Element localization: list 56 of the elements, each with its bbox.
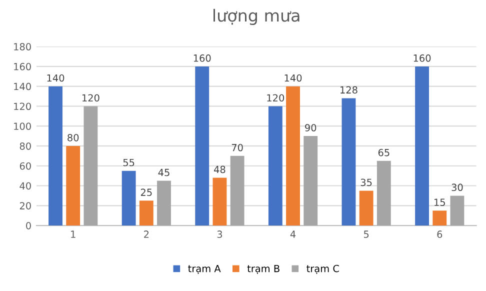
bar [376,160,391,226]
bar [415,66,429,226]
bar [84,106,98,226]
y-tick-label: 40 [20,182,31,190]
legend-label: trạm A [188,265,221,274]
data-label: 35 [360,178,372,186]
data-label: 15 [434,198,445,206]
bar [230,156,244,226]
y-tick-label: 0 [26,222,31,230]
bar [342,98,356,226]
data-label: 80 [68,134,79,142]
x-tick-label: 3 [217,230,222,238]
data-label: 65 [378,148,390,156]
x-tick-label: 1 [71,230,76,238]
data-label: 48 [214,166,226,174]
x-tick-label: 6 [437,230,442,238]
bar [157,180,171,226]
y-tick-label: 60 [20,162,31,170]
data-label: 70 [232,144,243,152]
data-label: 140 [47,74,64,82]
data-label: 160 [414,54,431,62]
chart-title: lượng mưa [214,8,300,26]
bar [212,178,227,226]
data-label: 30 [452,184,463,192]
bar [122,170,136,226]
data-label: 140 [284,74,302,82]
data-label: 120 [82,94,100,102]
bar [48,86,62,226]
bar [450,196,464,226]
data-label: 160 [194,54,211,62]
y-tick-label: 180 [14,43,31,50]
bar [286,86,300,226]
data-label: 128 [340,86,358,94]
bar [66,146,80,226]
data-label: 120 [267,94,284,102]
y-tick-label: 80 [20,142,31,150]
x-tick-label: 5 [364,230,369,238]
bar [139,200,154,226]
bar [359,190,374,226]
y-tick-label: 20 [20,202,31,210]
x-tick-label: 4 [290,230,296,238]
bar [432,210,447,226]
y-tick-label: 140 [14,82,31,90]
bar [268,106,282,226]
data-label: 25 [140,188,152,196]
legend-label: trạm C [306,264,339,274]
data-label: 55 [123,158,134,166]
y-tick-label: 100 [14,122,31,130]
data-label: 45 [158,168,170,176]
x-tick-label: 2 [144,230,149,238]
bar [304,136,318,226]
legend-label: trạm B [247,265,280,274]
bar [195,66,210,226]
y-tick-label: 160 [14,62,31,70]
y-tick-label: 120 [14,102,31,110]
data-label: 90 [305,124,316,132]
